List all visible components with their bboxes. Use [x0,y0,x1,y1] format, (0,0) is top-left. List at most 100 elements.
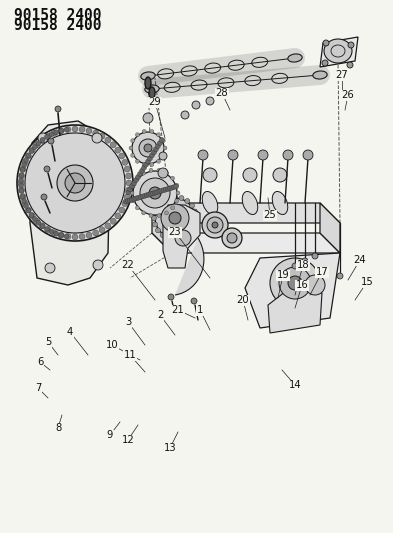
Ellipse shape [145,77,151,89]
Ellipse shape [160,198,165,204]
Ellipse shape [40,224,45,229]
Ellipse shape [136,159,140,163]
Ellipse shape [156,228,160,233]
Text: 1: 1 [197,305,203,315]
Text: 26: 26 [342,90,354,100]
Ellipse shape [128,187,133,192]
Ellipse shape [171,206,174,210]
Ellipse shape [131,183,135,187]
Ellipse shape [99,133,105,139]
Ellipse shape [149,168,153,172]
Ellipse shape [115,147,121,153]
Ellipse shape [93,260,103,270]
Ellipse shape [169,212,181,224]
Ellipse shape [26,153,31,158]
Ellipse shape [45,227,51,233]
Text: 4: 4 [67,327,73,337]
Ellipse shape [17,125,133,241]
Ellipse shape [93,130,99,136]
Ellipse shape [119,207,125,213]
Ellipse shape [25,153,31,159]
Ellipse shape [57,165,93,201]
Ellipse shape [99,227,105,233]
Ellipse shape [145,85,159,93]
Text: 11: 11 [124,350,136,360]
Ellipse shape [110,218,116,224]
Ellipse shape [189,203,195,208]
Ellipse shape [39,137,45,143]
Ellipse shape [157,168,161,172]
Ellipse shape [144,193,149,198]
Ellipse shape [159,188,164,193]
Ellipse shape [79,126,85,133]
Ellipse shape [243,168,257,182]
Ellipse shape [140,194,145,199]
Ellipse shape [146,192,151,197]
Text: 14: 14 [289,380,301,390]
Ellipse shape [54,231,59,236]
Ellipse shape [141,165,147,170]
Ellipse shape [25,133,125,233]
Ellipse shape [125,198,130,204]
Ellipse shape [139,139,157,157]
Ellipse shape [165,171,169,175]
Ellipse shape [156,203,160,208]
Ellipse shape [32,216,37,222]
Ellipse shape [136,195,141,200]
Text: 16: 16 [296,280,309,290]
Ellipse shape [149,153,154,158]
Ellipse shape [322,60,328,66]
Ellipse shape [203,168,217,182]
Ellipse shape [29,147,35,153]
Ellipse shape [54,130,59,135]
Ellipse shape [179,196,184,200]
Ellipse shape [65,126,71,133]
Ellipse shape [141,171,145,175]
Text: 90158 2400: 90158 2400 [14,18,101,33]
Ellipse shape [72,126,78,132]
Ellipse shape [140,168,145,173]
Ellipse shape [193,215,198,221]
Ellipse shape [142,193,147,198]
Ellipse shape [228,150,238,160]
Ellipse shape [22,159,28,165]
Polygon shape [152,203,172,253]
Text: 5: 5 [45,337,51,347]
Ellipse shape [24,158,29,163]
Ellipse shape [45,133,51,139]
Ellipse shape [93,230,99,236]
Ellipse shape [141,211,145,215]
Text: 27: 27 [336,70,348,80]
Ellipse shape [140,178,170,208]
Ellipse shape [202,212,228,238]
Text: 17: 17 [316,267,329,277]
Ellipse shape [212,222,218,228]
Ellipse shape [155,198,195,238]
Ellipse shape [41,194,47,200]
Ellipse shape [49,229,54,234]
Ellipse shape [45,263,55,273]
Ellipse shape [18,178,24,183]
Ellipse shape [59,233,64,238]
Ellipse shape [123,199,128,204]
Text: 19: 19 [277,270,289,280]
Text: 20: 20 [237,295,249,305]
Ellipse shape [171,184,176,190]
Ellipse shape [273,168,287,182]
Ellipse shape [126,190,131,195]
Ellipse shape [40,138,45,142]
Text: 3: 3 [125,317,131,327]
Ellipse shape [150,130,154,133]
Text: 25: 25 [264,210,276,220]
Ellipse shape [122,159,128,165]
Ellipse shape [44,227,50,232]
Ellipse shape [142,163,146,167]
Text: 8: 8 [55,423,61,433]
Ellipse shape [152,222,158,227]
Ellipse shape [143,113,153,123]
Ellipse shape [192,101,200,109]
Ellipse shape [149,191,153,197]
Polygon shape [163,205,200,268]
Ellipse shape [155,144,160,149]
Ellipse shape [65,233,71,239]
